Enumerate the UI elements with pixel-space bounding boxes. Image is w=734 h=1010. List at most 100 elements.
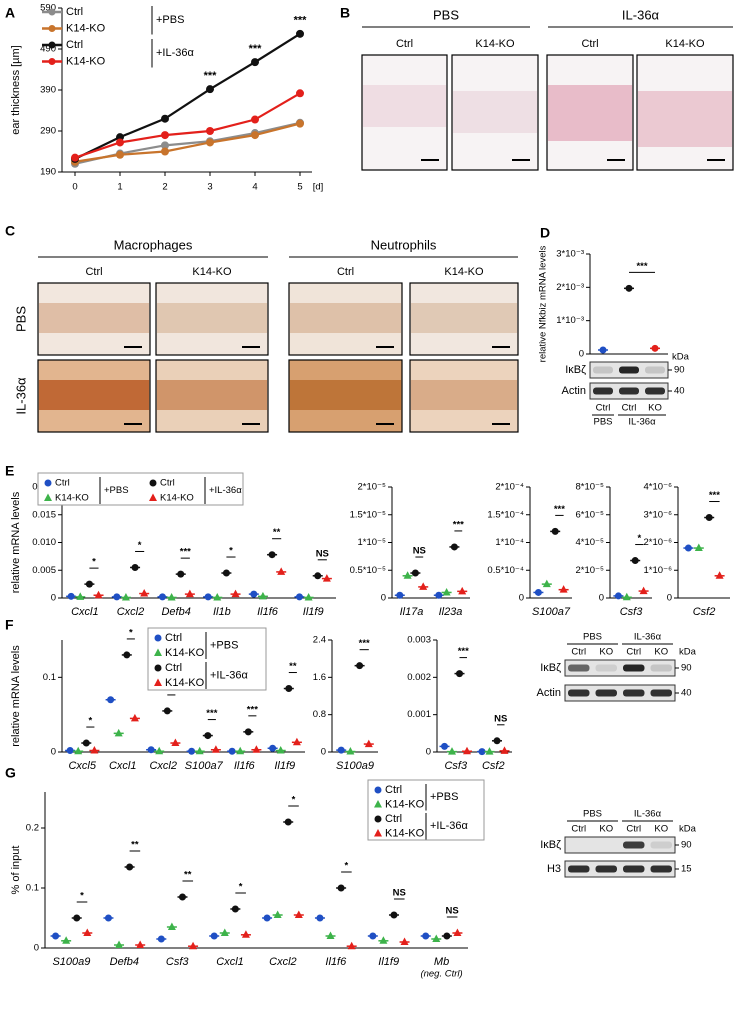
legend-label: Ctrl bbox=[385, 813, 402, 825]
significance: NS bbox=[393, 888, 406, 899]
data-point bbox=[115, 940, 124, 948]
data-point bbox=[456, 670, 463, 678]
data-point bbox=[276, 746, 285, 754]
legend-group: +PBS bbox=[210, 639, 238, 651]
data-point bbox=[337, 884, 345, 892]
significance: *** bbox=[180, 547, 191, 558]
kda-value: 90 bbox=[674, 365, 685, 376]
data-point bbox=[206, 138, 214, 147]
y-tick-label: 3*10⁻⁶ bbox=[644, 509, 673, 520]
legend-label: Ctrl bbox=[55, 478, 70, 489]
y-tick-label: 0 bbox=[34, 943, 39, 954]
legend-group: +IL-36α bbox=[430, 820, 468, 832]
blot-band bbox=[645, 366, 665, 374]
y-tick-label: 0.003 bbox=[407, 635, 431, 646]
data-point bbox=[66, 747, 74, 755]
category-label: Cxcl2 bbox=[269, 956, 297, 968]
legend-label: Ctrl bbox=[66, 6, 83, 18]
data-point bbox=[542, 579, 551, 588]
y-tick-label: 2*10⁻⁵ bbox=[576, 565, 605, 576]
lane-label: Ctrl bbox=[571, 647, 586, 658]
data-point bbox=[204, 732, 212, 740]
lane-group-label: IL-36α bbox=[634, 809, 662, 820]
data-point bbox=[639, 586, 648, 595]
legend-marker bbox=[154, 664, 162, 672]
data-point bbox=[178, 893, 186, 901]
panel-label: C bbox=[5, 223, 15, 239]
lane-label: KO bbox=[654, 647, 668, 658]
lane-group-label: IL-36α bbox=[628, 417, 656, 428]
data-point bbox=[67, 592, 75, 600]
data-point bbox=[213, 592, 222, 601]
blot-band bbox=[650, 689, 672, 697]
significance: NS bbox=[316, 548, 329, 559]
kda-label: kDa bbox=[679, 647, 697, 658]
data-point bbox=[448, 747, 456, 755]
data-point bbox=[195, 746, 204, 755]
data-point bbox=[296, 119, 304, 128]
significance: * bbox=[229, 546, 233, 557]
data-point bbox=[204, 593, 212, 601]
data-point bbox=[458, 586, 467, 595]
y-tick-label: 0.015 bbox=[32, 509, 56, 520]
data-point bbox=[220, 928, 229, 936]
category-label: Mb bbox=[434, 956, 449, 968]
data-point bbox=[432, 934, 441, 942]
y-tick-label: 1*10⁻⁴ bbox=[495, 537, 524, 548]
legend-marker bbox=[149, 479, 157, 487]
tissue bbox=[157, 303, 267, 333]
significance: *** bbox=[453, 519, 464, 530]
x-tick-label: 5 bbox=[297, 182, 302, 193]
category-label: S100a7 bbox=[185, 760, 224, 772]
significance: *** bbox=[709, 490, 720, 501]
y-tick-label: 8*10⁻⁵ bbox=[576, 482, 605, 493]
y-axis-label: % of input bbox=[10, 846, 22, 895]
significance: *** bbox=[249, 43, 263, 55]
data-point bbox=[435, 591, 443, 599]
legend-marker bbox=[154, 634, 162, 642]
category-label: Cxcl2 bbox=[149, 760, 177, 772]
significance: ** bbox=[289, 661, 297, 672]
significance: NS bbox=[413, 546, 426, 557]
data-point bbox=[396, 591, 404, 599]
y-axis-label: ear thickness [µm] bbox=[10, 45, 22, 134]
group-header: Neutrophils bbox=[371, 237, 437, 252]
legend-label: K14-KO bbox=[165, 677, 205, 689]
data-point bbox=[171, 738, 180, 747]
significance: *** bbox=[359, 638, 370, 649]
category-label: Il1f9 bbox=[303, 606, 324, 618]
column-label: K14-KO bbox=[192, 266, 232, 278]
data-point bbox=[356, 662, 364, 670]
y-tick-label: 0.2 bbox=[26, 823, 39, 834]
data-point bbox=[631, 557, 639, 565]
y-tick-label: 390 bbox=[40, 85, 56, 96]
data-point bbox=[62, 936, 71, 944]
blot-row-label: H3 bbox=[547, 863, 561, 875]
data-point bbox=[231, 905, 239, 913]
data-point bbox=[296, 89, 304, 98]
lane-group-label: PBS bbox=[593, 417, 612, 428]
data-point bbox=[500, 746, 509, 754]
legend-group: +PBS bbox=[156, 14, 184, 26]
y-tick-label: 1.5*10⁻⁵ bbox=[350, 509, 386, 520]
category-label: Csf3 bbox=[166, 956, 190, 968]
data-point bbox=[123, 651, 131, 659]
data-point bbox=[252, 745, 261, 753]
category-label: Csf3 bbox=[620, 606, 644, 618]
data-point bbox=[263, 914, 271, 922]
data-point bbox=[369, 932, 377, 940]
significance: *** bbox=[636, 261, 647, 272]
kda-value: 90 bbox=[681, 663, 692, 674]
legend-marker bbox=[48, 8, 56, 16]
category-label: S100a7 bbox=[532, 606, 571, 618]
significance: * bbox=[138, 540, 142, 551]
panel-label: G bbox=[5, 765, 16, 781]
tissue bbox=[548, 85, 632, 141]
tissue bbox=[363, 85, 446, 127]
data-point bbox=[478, 748, 486, 756]
data-point bbox=[157, 935, 165, 943]
category-label: Defb4 bbox=[110, 956, 139, 968]
data-point bbox=[163, 707, 171, 715]
significance: *** bbox=[458, 646, 469, 657]
category-label: Il1f9 bbox=[274, 760, 295, 772]
